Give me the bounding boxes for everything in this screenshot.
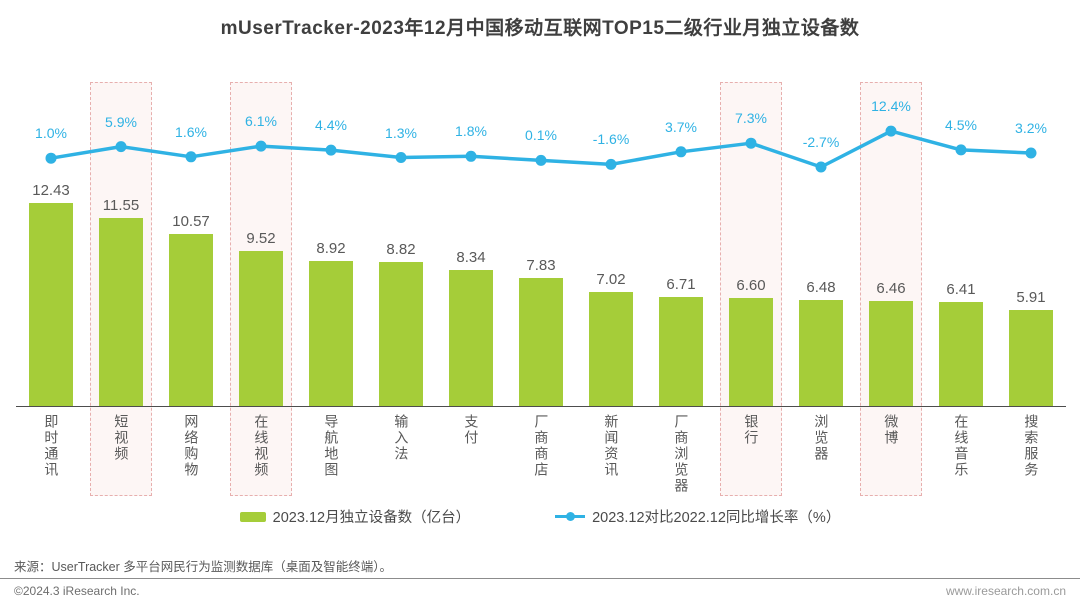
growth-value-label: 3.2% — [1015, 120, 1047, 136]
category-label: 在线视频 — [253, 414, 270, 478]
growth-point — [115, 141, 127, 153]
bar — [589, 291, 633, 406]
bar-value-label: 11.55 — [102, 196, 140, 214]
growth-point — [1025, 147, 1037, 159]
source-note: 来源：UserTracker 多平台网民行为监测数据库（桌面及智能终端）。 — [14, 560, 393, 574]
legend-item-growth: 2023.12对比2022.12同比增长率（%） — [555, 506, 840, 527]
bar-value-label: 8.92 — [316, 239, 346, 257]
bar — [29, 203, 73, 406]
growth-value-label: 6.1% — [245, 113, 277, 130]
bar — [309, 260, 353, 406]
growth-value-label: -1.6% — [592, 131, 630, 148]
growth-point — [675, 146, 687, 158]
bar-value-label: 12.43 — [32, 182, 70, 200]
bar-value-label: 6.60 — [736, 277, 766, 295]
growth-value-label: 3.7% — [665, 118, 697, 135]
bar-series-swatch — [239, 511, 266, 522]
bar-value-label: 7.02 — [596, 270, 626, 288]
footer-divider — [0, 578, 1080, 579]
growth-point — [185, 151, 197, 163]
growth-value-label: 1.3% — [385, 124, 417, 141]
chart-area: 12.43 1.0% 即时通讯 11.55 5.9% 短视频 10.57 1.6% 网络购物 9.… — [16, 70, 1066, 500]
bar-value-label: 6.46 — [876, 279, 906, 297]
bar — [379, 262, 423, 406]
legend-bar-label: 2023.12月独立设备数（亿台） — [272, 510, 471, 526]
growth-value-label: 1.0% — [35, 125, 67, 142]
growth-point — [395, 152, 407, 163]
bar — [1009, 309, 1053, 406]
chart-title: mUserTracker-2023年12月中国移动互联网TOP15二级行业月独立… — [220, 18, 860, 39]
growth-point — [255, 140, 267, 152]
category-label: 输入法 — [393, 414, 410, 462]
category-label: 新闻资讯 — [603, 414, 620, 478]
bar-value-label: 5.91 — [1016, 288, 1046, 306]
category-label: 导航地图 — [323, 414, 340, 478]
growth-point — [885, 125, 897, 137]
bar — [519, 278, 563, 406]
bar — [449, 270, 493, 406]
growth-line — [45, 125, 1037, 173]
growth-value-label: 5.9% — [105, 113, 137, 130]
legend-line-label: 2023.12对比2022.12同比增长率（%） — [592, 510, 841, 526]
category-label: 短视频 — [113, 414, 130, 462]
growth-value-label: -2.7% — [802, 134, 840, 150]
growth-value-label: 7.3% — [735, 110, 767, 127]
bar-value-label: 10.57 — [172, 212, 210, 230]
growth-point — [815, 161, 827, 173]
category-label: 搜索服务 — [1023, 414, 1040, 478]
bar — [169, 233, 213, 406]
growth-value-label: 1.6% — [175, 123, 207, 140]
bar — [939, 301, 983, 406]
category-label: 微博 — [883, 414, 900, 446]
bar — [729, 298, 773, 406]
legend-item-devices: 2023.12月独立设备数（亿台） — [239, 506, 471, 527]
footer-bar: ©2024.3 iResearch Inc. www.iresearch.com… — [14, 584, 1066, 598]
highlight-box — [860, 82, 922, 496]
x-axis-line — [16, 406, 1066, 407]
legend: 2023.12月独立设备数（亿台） 2023.12对比2022.12同比增长率（… — [0, 506, 1080, 527]
growth-value-label: 1.8% — [455, 123, 487, 140]
bar — [99, 217, 143, 406]
growth-point — [45, 152, 57, 164]
growth-value-label: 0.1% — [525, 127, 557, 144]
category-label: 支付 — [463, 414, 480, 446]
bar-value-label: 8.34 — [456, 249, 486, 267]
category-label: 银行 — [743, 414, 760, 446]
growth-point — [535, 154, 547, 166]
category-label: 厂商商店 — [533, 414, 550, 478]
category-label: 网络购物 — [183, 414, 200, 478]
bar-value-label: 6.71 — [666, 275, 696, 293]
growth-point — [605, 158, 617, 170]
bar — [799, 300, 843, 406]
category-label: 浏览器 — [813, 414, 830, 462]
bar — [659, 296, 703, 406]
growth-point — [465, 150, 477, 162]
bar-value-label: 6.41 — [946, 280, 976, 298]
bar — [239, 250, 283, 406]
growth-point — [325, 144, 337, 156]
growth-value-label: 4.4% — [315, 117, 347, 134]
line-series-swatch — [555, 512, 586, 522]
bar-value-label: 6.48 — [806, 279, 836, 297]
category-label: 厂商浏览器 — [673, 414, 690, 494]
bar-value-label: 7.83 — [526, 257, 556, 275]
bar — [869, 300, 913, 406]
growth-point — [745, 137, 757, 149]
growth-value-label: 12.4% — [871, 98, 911, 115]
category-label: 在线音乐 — [953, 414, 970, 478]
copyright-text: ©2024.3 iResearch Inc. — [14, 584, 140, 598]
bar-value-label: 8.82 — [386, 241, 416, 259]
growth-point — [955, 144, 967, 156]
bar-value-label: 9.52 — [246, 229, 276, 247]
growth-value-label: 4.5% — [945, 116, 977, 133]
category-label: 即时通讯 — [43, 414, 60, 478]
website-link[interactable]: www.iresearch.com.cn — [945, 584, 1066, 598]
